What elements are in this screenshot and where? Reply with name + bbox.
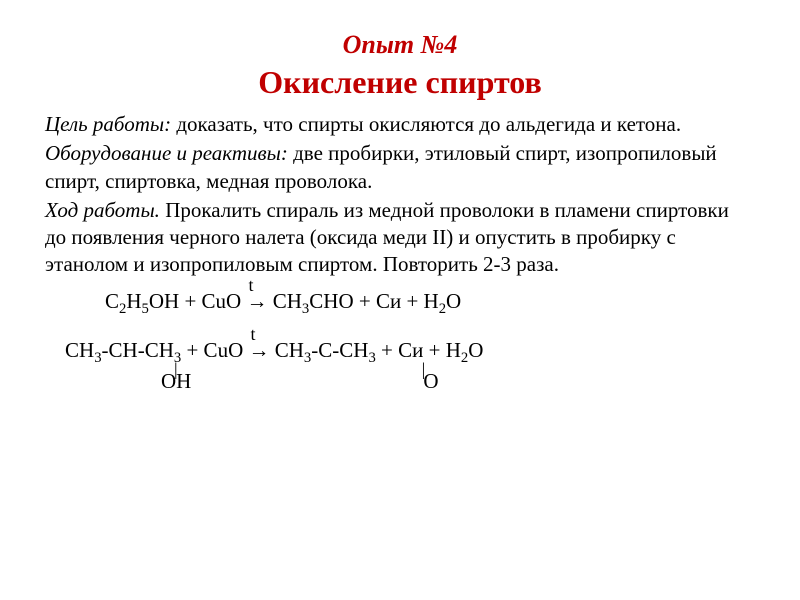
procedure-label: Ход работы.	[45, 198, 160, 222]
structure-labels: OH O	[65, 367, 755, 396]
o-group: O	[423, 367, 438, 396]
goal-paragraph: Цель работы: доказать, что спирты окисля…	[45, 111, 755, 138]
equipment-label: Оборудование и реактивы:	[45, 141, 288, 165]
equipment-paragraph: Оборудование и реактивы: две пробирки, э…	[45, 140, 755, 195]
goal-text: доказать, что спирты окисляются до альде…	[171, 112, 681, 136]
equation-1: C2H5OH + CuO t→ CH3CHO + Cи + H2O	[105, 287, 755, 316]
temperature-label: t	[248, 273, 253, 298]
document-title: Окисление спиртов	[45, 64, 755, 101]
experiment-number: Опыт №4	[45, 30, 755, 60]
procedure-paragraph: Ход работы. Прокалить спираль из медной …	[45, 197, 755, 279]
temperature-label-2: t	[250, 322, 255, 347]
goal-label: Цель работы:	[45, 112, 171, 136]
equations-block: C2H5OH + CuO t→ CH3CHO + Cи + H2O CH3-CH…	[105, 287, 755, 396]
oh-group: OH	[161, 367, 191, 396]
equation-2: CH3-CH-CH3 + CuO t→ CH3-C-CH3 + Cи + H2O…	[65, 336, 755, 396]
